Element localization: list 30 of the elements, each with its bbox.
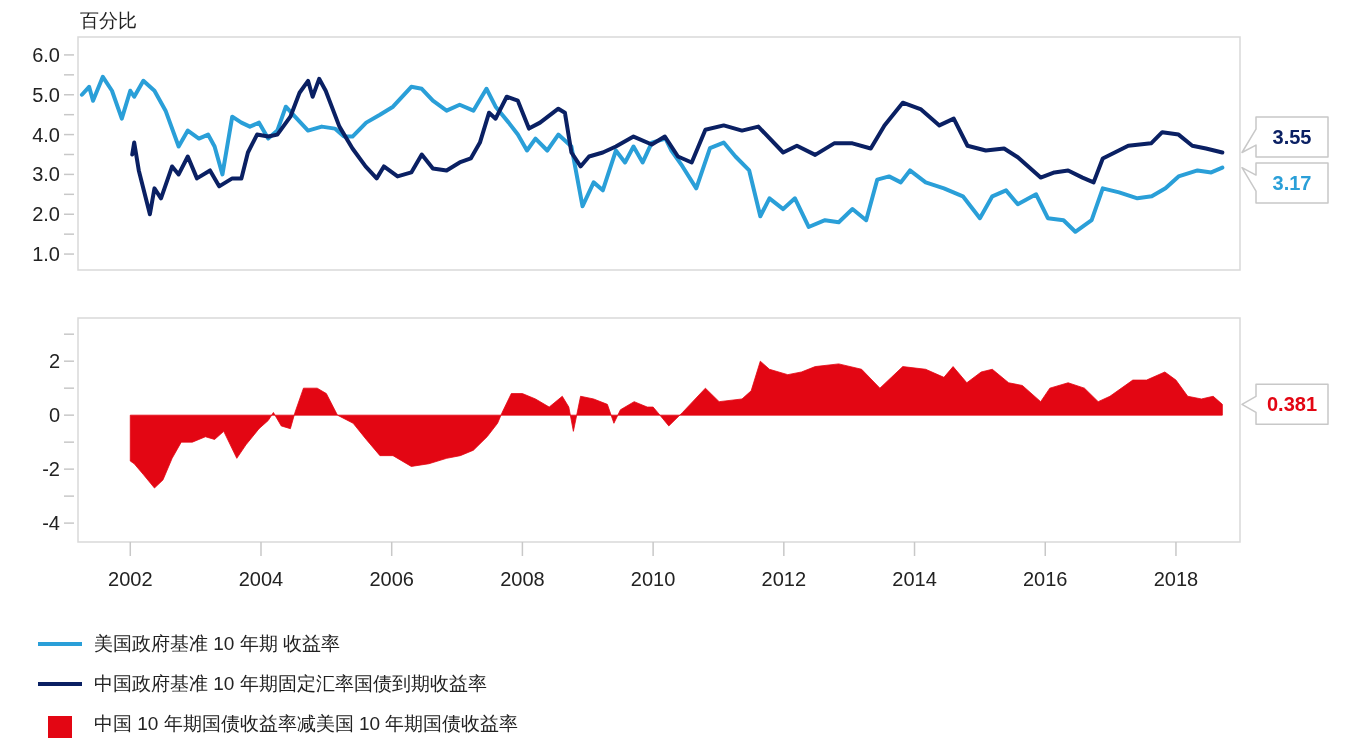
- legend: 中国 10 年期国债收益率减美国 10 年期国债收益率: [48, 713, 519, 738]
- x-tick-label: 2002: [108, 568, 153, 590]
- callout: 3.55: [1241, 116, 1329, 158]
- x-tick-label: 2012: [761, 568, 807, 590]
- line-series: [130, 76, 1225, 217]
- line-series: [79, 74, 1225, 234]
- y-tick-label: 1.0: [32, 243, 60, 266]
- y-tick-label: 4.0: [32, 123, 60, 146]
- y-tick-label: 6.0: [32, 43, 60, 66]
- x-tick-label: 2008: [500, 568, 545, 590]
- x-tick-label: 2016: [1022, 568, 1068, 590]
- callout: 0.381: [1241, 383, 1329, 426]
- legend-label: 中国 10 年期国债收益率减美国 10 年期国债收益率: [94, 713, 519, 734]
- x-tick-label: 2018: [1153, 568, 1199, 590]
- x-tick-label: 2010: [630, 568, 676, 590]
- y-axis-title: 百分比: [80, 10, 137, 31]
- x-tick-label: 2014: [892, 568, 937, 590]
- y-tick-label: -2: [42, 458, 60, 481]
- x-tick-label: 2004: [238, 568, 284, 590]
- y-tick-label: 2.0: [32, 203, 60, 226]
- y-tick-label: -4: [42, 512, 60, 535]
- y-tick-label: 5.0: [32, 83, 60, 106]
- x-tick-label: 2006: [369, 568, 414, 590]
- legend: 美国政府基准 10 年期 收益率: [38, 633, 340, 654]
- y-tick-label: 2: [48, 350, 60, 373]
- legend-label: 美国政府基准 10 年期 收益率: [94, 633, 340, 654]
- legend: 中国政府基准 10 年期固定汇率国债到期收益率: [38, 673, 487, 694]
- y-tick-label: 0: [48, 404, 60, 427]
- callout: 3.17: [1241, 162, 1329, 204]
- y-tick-label: 3.0: [32, 163, 60, 186]
